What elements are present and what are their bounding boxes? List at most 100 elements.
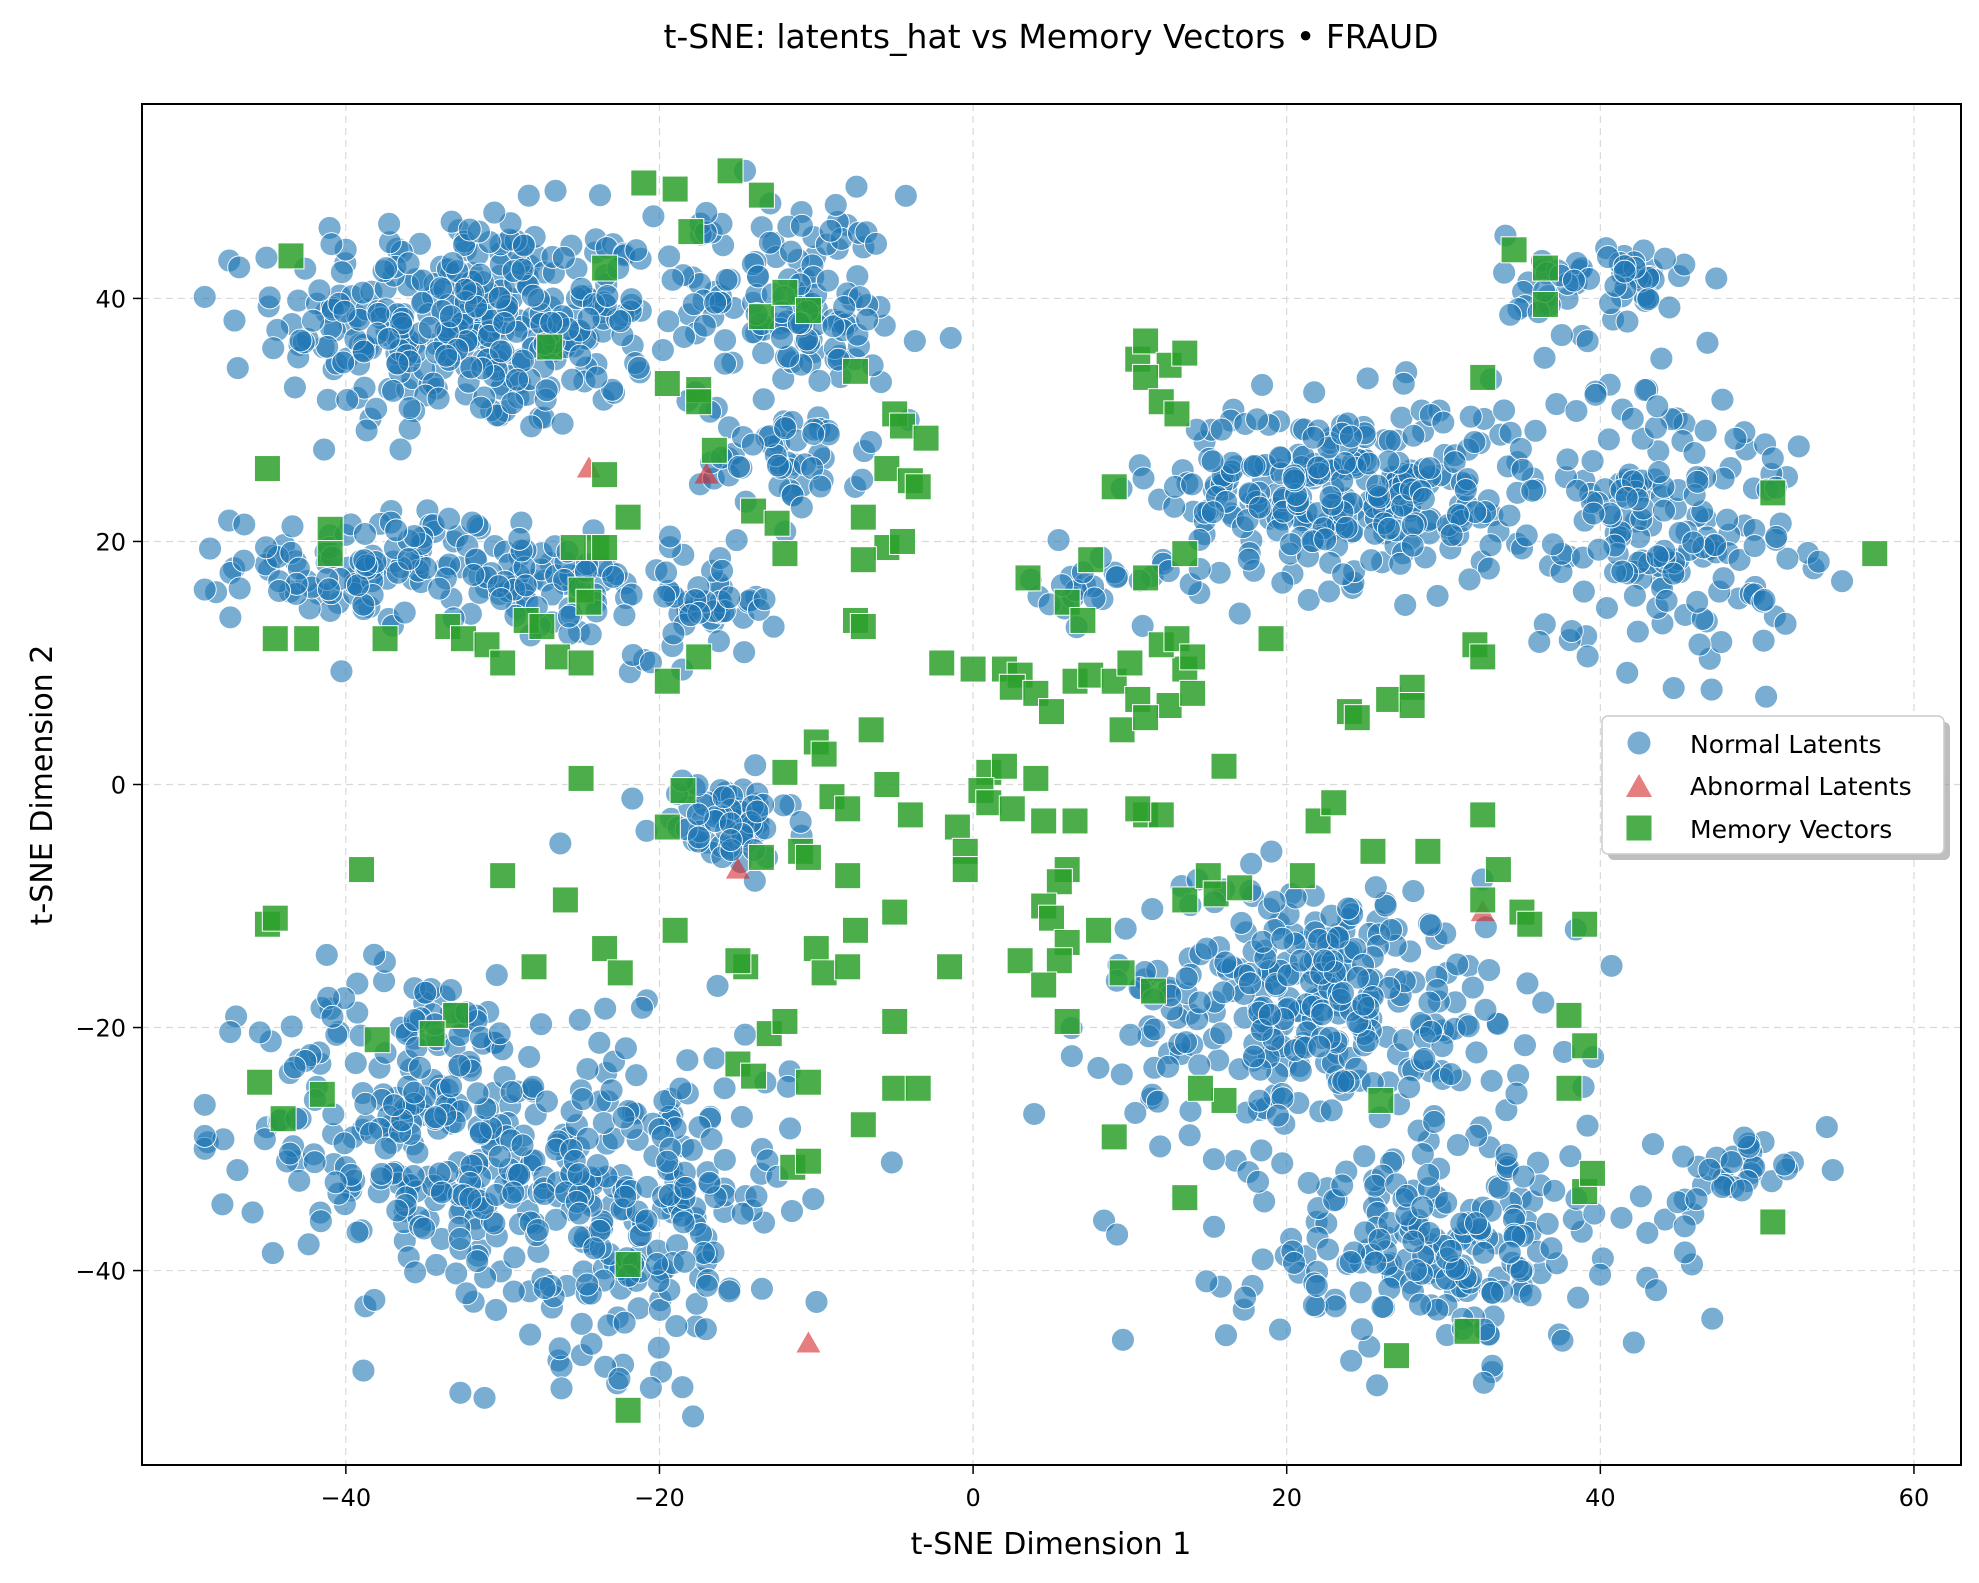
memory-vector-point [1030,807,1058,835]
normal-latent-point [601,565,626,589]
normal-latent-point [1540,532,1565,557]
memory-vector-point [1484,856,1512,884]
normal-latent-point [607,1366,632,1391]
memory-vector-point [889,412,917,440]
normal-latent-point [1695,330,1720,355]
normal-latent-point [1301,425,1326,450]
normal-latent-point [352,375,377,400]
normal-latent-point [1586,537,1611,562]
normal-latent-point [652,584,677,609]
memory-vector-point [630,169,658,197]
normal-latent-point [808,474,833,499]
normal-latent-point [733,1022,758,1047]
normal-latent-point [1145,1089,1170,1114]
normal-latent-point [384,518,409,543]
memory-vector-point [489,649,517,677]
normal-latent-point [1479,1068,1504,1093]
normal-latent-point [780,1199,804,1224]
normal-latent-point [1109,1062,1134,1087]
normal-latent-point [1184,417,1209,442]
normal-latent-point [1652,246,1677,271]
normal-latent-point [1457,567,1482,592]
normal-latent-point [1806,549,1831,574]
normal-latent-point [1820,1158,1845,1183]
normal-latent-point [1751,628,1776,653]
memory-vector-point [747,303,775,331]
memory-vector-point [1571,910,1599,938]
normal-latent-point [408,1056,432,1080]
normal-latent-point [448,1380,473,1405]
memory-vector-point [1132,363,1160,391]
normal-latent-point [1365,1373,1390,1398]
memory-vector-point [293,625,321,653]
normal-latent-point [518,1322,543,1347]
normal-latent-point [353,521,377,546]
normal-latent-point [1464,1211,1488,1236]
normal-latent-point [608,309,633,333]
normal-latent-point [694,1273,719,1298]
memory-vector-point [849,1111,877,1139]
normal-latent-point [807,369,832,393]
normal-latent-point [459,355,484,380]
normal-latent-point [1363,1173,1388,1198]
memory-vector-point [1578,1159,1606,1187]
normal-latent-point [543,1207,568,1232]
memory-vector-point [1359,837,1387,865]
normal-latent-point [1575,1113,1600,1138]
normal-latent-point [1209,1021,1234,1046]
normal-latent-point [1614,485,1639,510]
memory-vector-point [912,424,940,452]
x-tick-label: −40 [321,1484,372,1512]
normal-latent-point [1588,1262,1613,1287]
normal-latent-point [438,304,463,329]
normal-latent-point [1520,478,1545,503]
normal-latent-point [225,356,250,380]
normal-latent-point [818,218,843,243]
memory-vector-point [551,886,579,914]
normal-latent-point [1401,423,1426,448]
memory-vector-point [716,157,744,185]
normal-latent-point [1319,1098,1344,1123]
normal-latent-point [501,1279,526,1304]
normal-latent-point [1331,562,1356,587]
normal-latent-point [1313,527,1338,552]
memory-vector-point [810,959,838,987]
normal-latent-point [1363,1250,1388,1275]
memory-vector-point [1171,1184,1199,1212]
memory-vector-point [841,357,869,385]
memory-vector-point [308,1080,336,1108]
normal-latent-point [1422,1110,1447,1134]
normal-latent-point [434,343,459,368]
normal-latent-point [1245,407,1270,432]
normal-latent-point [671,1210,696,1235]
legend-memory-label: Memory Vectors [1690,815,1892,844]
normal-latent-point [1401,879,1426,904]
memory-vector-point [1861,540,1889,568]
memory-vector-point [904,473,932,501]
normal-latent-point [702,1046,727,1071]
normal-latent-point [732,640,757,665]
normal-latent-point [575,1126,600,1151]
normal-latent-point [1373,893,1398,918]
normal-latent-point [1471,1240,1496,1265]
normal-latent-point [1278,532,1303,557]
normal-latent-point [692,313,717,338]
normal-latent-point [1283,885,1308,910]
normal-latent-point [1699,677,1724,702]
normal-latent-point [1123,1101,1148,1125]
normal-latent-point [529,1012,554,1037]
normal-latent-point [1445,1133,1470,1157]
memory-vector-point [653,667,681,695]
memory-vector-point [936,953,964,981]
normal-latent-point [1194,936,1219,961]
x-tick-label: 20 [1271,1484,1302,1512]
memory-vector-point [857,716,885,744]
normal-latent-point [288,328,313,353]
normal-latent-point [624,238,649,263]
normal-latent-point [1082,586,1107,611]
normal-latent-point [612,603,637,628]
normal-latent-point [1685,589,1710,614]
normal-latent-point [388,437,413,462]
normal-latent-point [1401,1229,1426,1254]
normal-latent-point [879,1150,904,1175]
